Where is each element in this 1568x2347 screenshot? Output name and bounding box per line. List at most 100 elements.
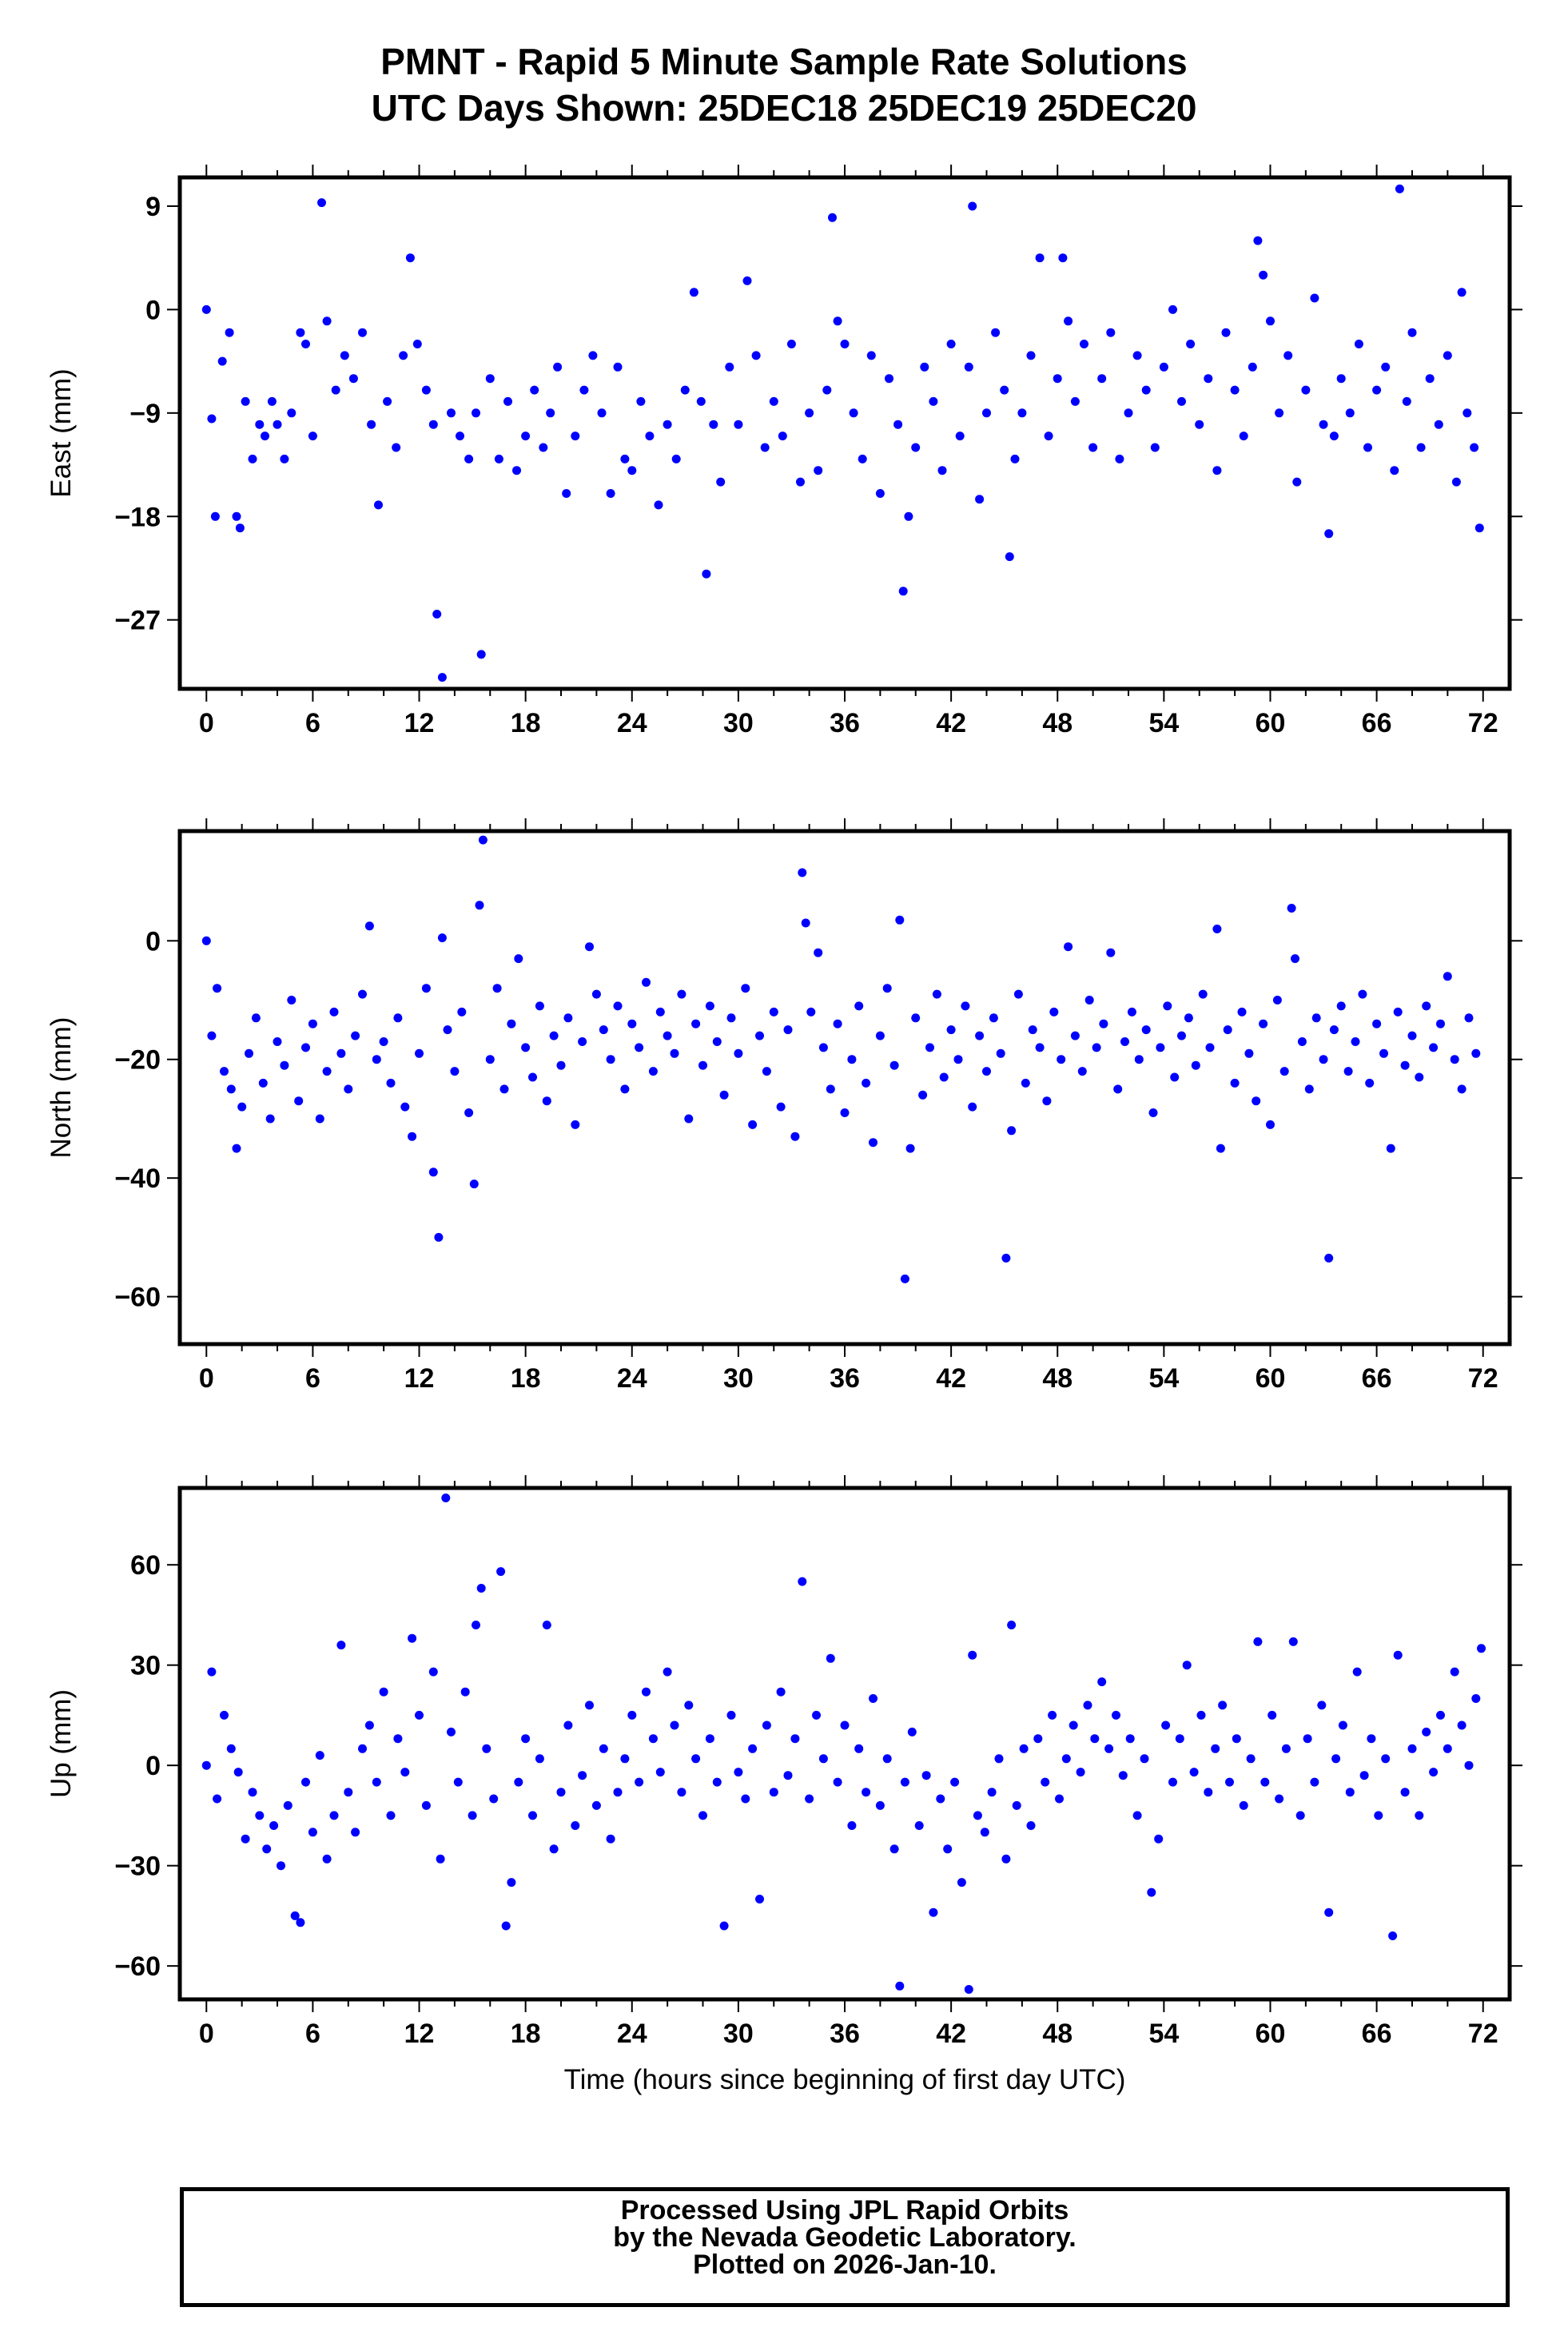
- data-point: [273, 1037, 282, 1046]
- data-point: [1186, 340, 1196, 348]
- data-point: [709, 420, 718, 429]
- up-y-axis-label: Up (mm): [46, 1689, 77, 1798]
- data-point: [1292, 477, 1302, 487]
- chart-title: PMNT - Rapid 5 Minute Sample Rate Soluti…: [0, 38, 1568, 131]
- data-point: [790, 1734, 800, 1744]
- data-point: [591, 989, 601, 999]
- data-point: [1084, 996, 1094, 1004]
- data-point: [1001, 1854, 1011, 1864]
- data-point: [822, 385, 832, 395]
- data-point: [1319, 420, 1328, 429]
- data-point: [530, 385, 539, 395]
- data-point: [1191, 1060, 1200, 1070]
- data-point: [1354, 340, 1363, 348]
- data-point: [344, 1084, 353, 1094]
- data-point: [1230, 1078, 1240, 1088]
- data-point: [1204, 374, 1213, 384]
- data-point: [469, 1179, 479, 1189]
- data-point: [712, 1037, 722, 1046]
- data-point: [900, 1777, 909, 1787]
- data-point: [421, 1800, 431, 1810]
- data-point: [1058, 253, 1068, 263]
- data-point: [957, 1878, 966, 1888]
- data-point: [1390, 466, 1399, 475]
- data-point: [833, 316, 842, 326]
- data-point: [258, 1078, 268, 1088]
- data-point: [367, 420, 376, 429]
- data-point: [627, 466, 637, 475]
- x-tick-label: 0: [199, 1363, 214, 1394]
- data-point: [1429, 1043, 1439, 1052]
- data-point: [982, 408, 991, 418]
- data-point: [521, 1734, 531, 1744]
- data-point: [953, 1055, 963, 1064]
- data-point: [806, 1007, 816, 1016]
- data-point: [317, 198, 326, 208]
- data-point: [642, 977, 651, 987]
- data-point: [1189, 1768, 1199, 1777]
- data-point: [684, 1114, 694, 1124]
- data-point: [762, 1720, 771, 1730]
- data-point: [613, 1788, 623, 1797]
- x-tick-label: 12: [404, 1363, 435, 1394]
- data-point: [556, 1060, 566, 1070]
- data-point: [1021, 1078, 1030, 1088]
- data-point: [814, 948, 823, 957]
- data-point: [261, 432, 269, 441]
- data-point: [1331, 1754, 1341, 1764]
- x-tick-label: 48: [1042, 2019, 1073, 2049]
- data-point: [670, 1720, 679, 1730]
- data-point: [1148, 1108, 1158, 1117]
- data-point: [932, 989, 941, 999]
- data-point: [1395, 184, 1404, 193]
- data-point: [606, 1834, 615, 1844]
- data-point: [798, 1577, 807, 1586]
- data-point: [1026, 1821, 1036, 1830]
- data-point: [1026, 351, 1036, 360]
- data-point: [734, 1048, 743, 1058]
- data-point: [248, 454, 257, 463]
- data-point: [1118, 1771, 1128, 1780]
- x-tick-label: 60: [1256, 708, 1286, 738]
- data-point: [348, 374, 358, 384]
- data-point: [1012, 1800, 1021, 1810]
- data-point: [301, 1043, 310, 1052]
- y-tick-label: −60: [114, 1951, 161, 1982]
- data-point: [542, 1621, 551, 1629]
- data-point: [691, 1754, 701, 1764]
- y-tick-label: 9: [145, 192, 161, 222]
- data-point: [1248, 362, 1257, 372]
- data-point: [1161, 1720, 1171, 1730]
- data-point: [322, 316, 332, 326]
- data-point: [507, 1878, 516, 1888]
- east-points: [201, 184, 1484, 682]
- x-tick-label: 24: [617, 708, 647, 738]
- data-point: [1083, 1701, 1092, 1710]
- data-point: [287, 996, 296, 1004]
- footer-line-2: by the Nevada Geodetic Laboratory.: [613, 2222, 1077, 2253]
- data-point: [1170, 1072, 1180, 1082]
- x-tick-label: 6: [305, 1363, 320, 1394]
- data-point: [1429, 1768, 1439, 1777]
- data-point: [1097, 374, 1107, 384]
- data-point: [937, 466, 947, 475]
- y-tick-label: −9: [129, 399, 161, 429]
- data-point: [1184, 1013, 1193, 1023]
- data-point: [648, 1067, 658, 1076]
- data-point: [421, 385, 431, 395]
- data-point: [578, 1771, 587, 1780]
- data-point: [645, 432, 655, 441]
- data-point: [1400, 1788, 1410, 1797]
- data-point: [847, 1821, 857, 1830]
- data-point: [1416, 443, 1426, 452]
- data-point: [895, 915, 905, 925]
- data-point: [207, 414, 217, 424]
- data-point: [456, 432, 464, 441]
- x-tick-label: 24: [617, 2019, 647, 2049]
- data-point: [1281, 1744, 1291, 1753]
- data-point: [755, 1895, 764, 1903]
- data-point: [296, 328, 305, 337]
- data-point: [769, 1007, 778, 1016]
- data-point: [597, 408, 607, 418]
- data-point: [980, 1828, 989, 1837]
